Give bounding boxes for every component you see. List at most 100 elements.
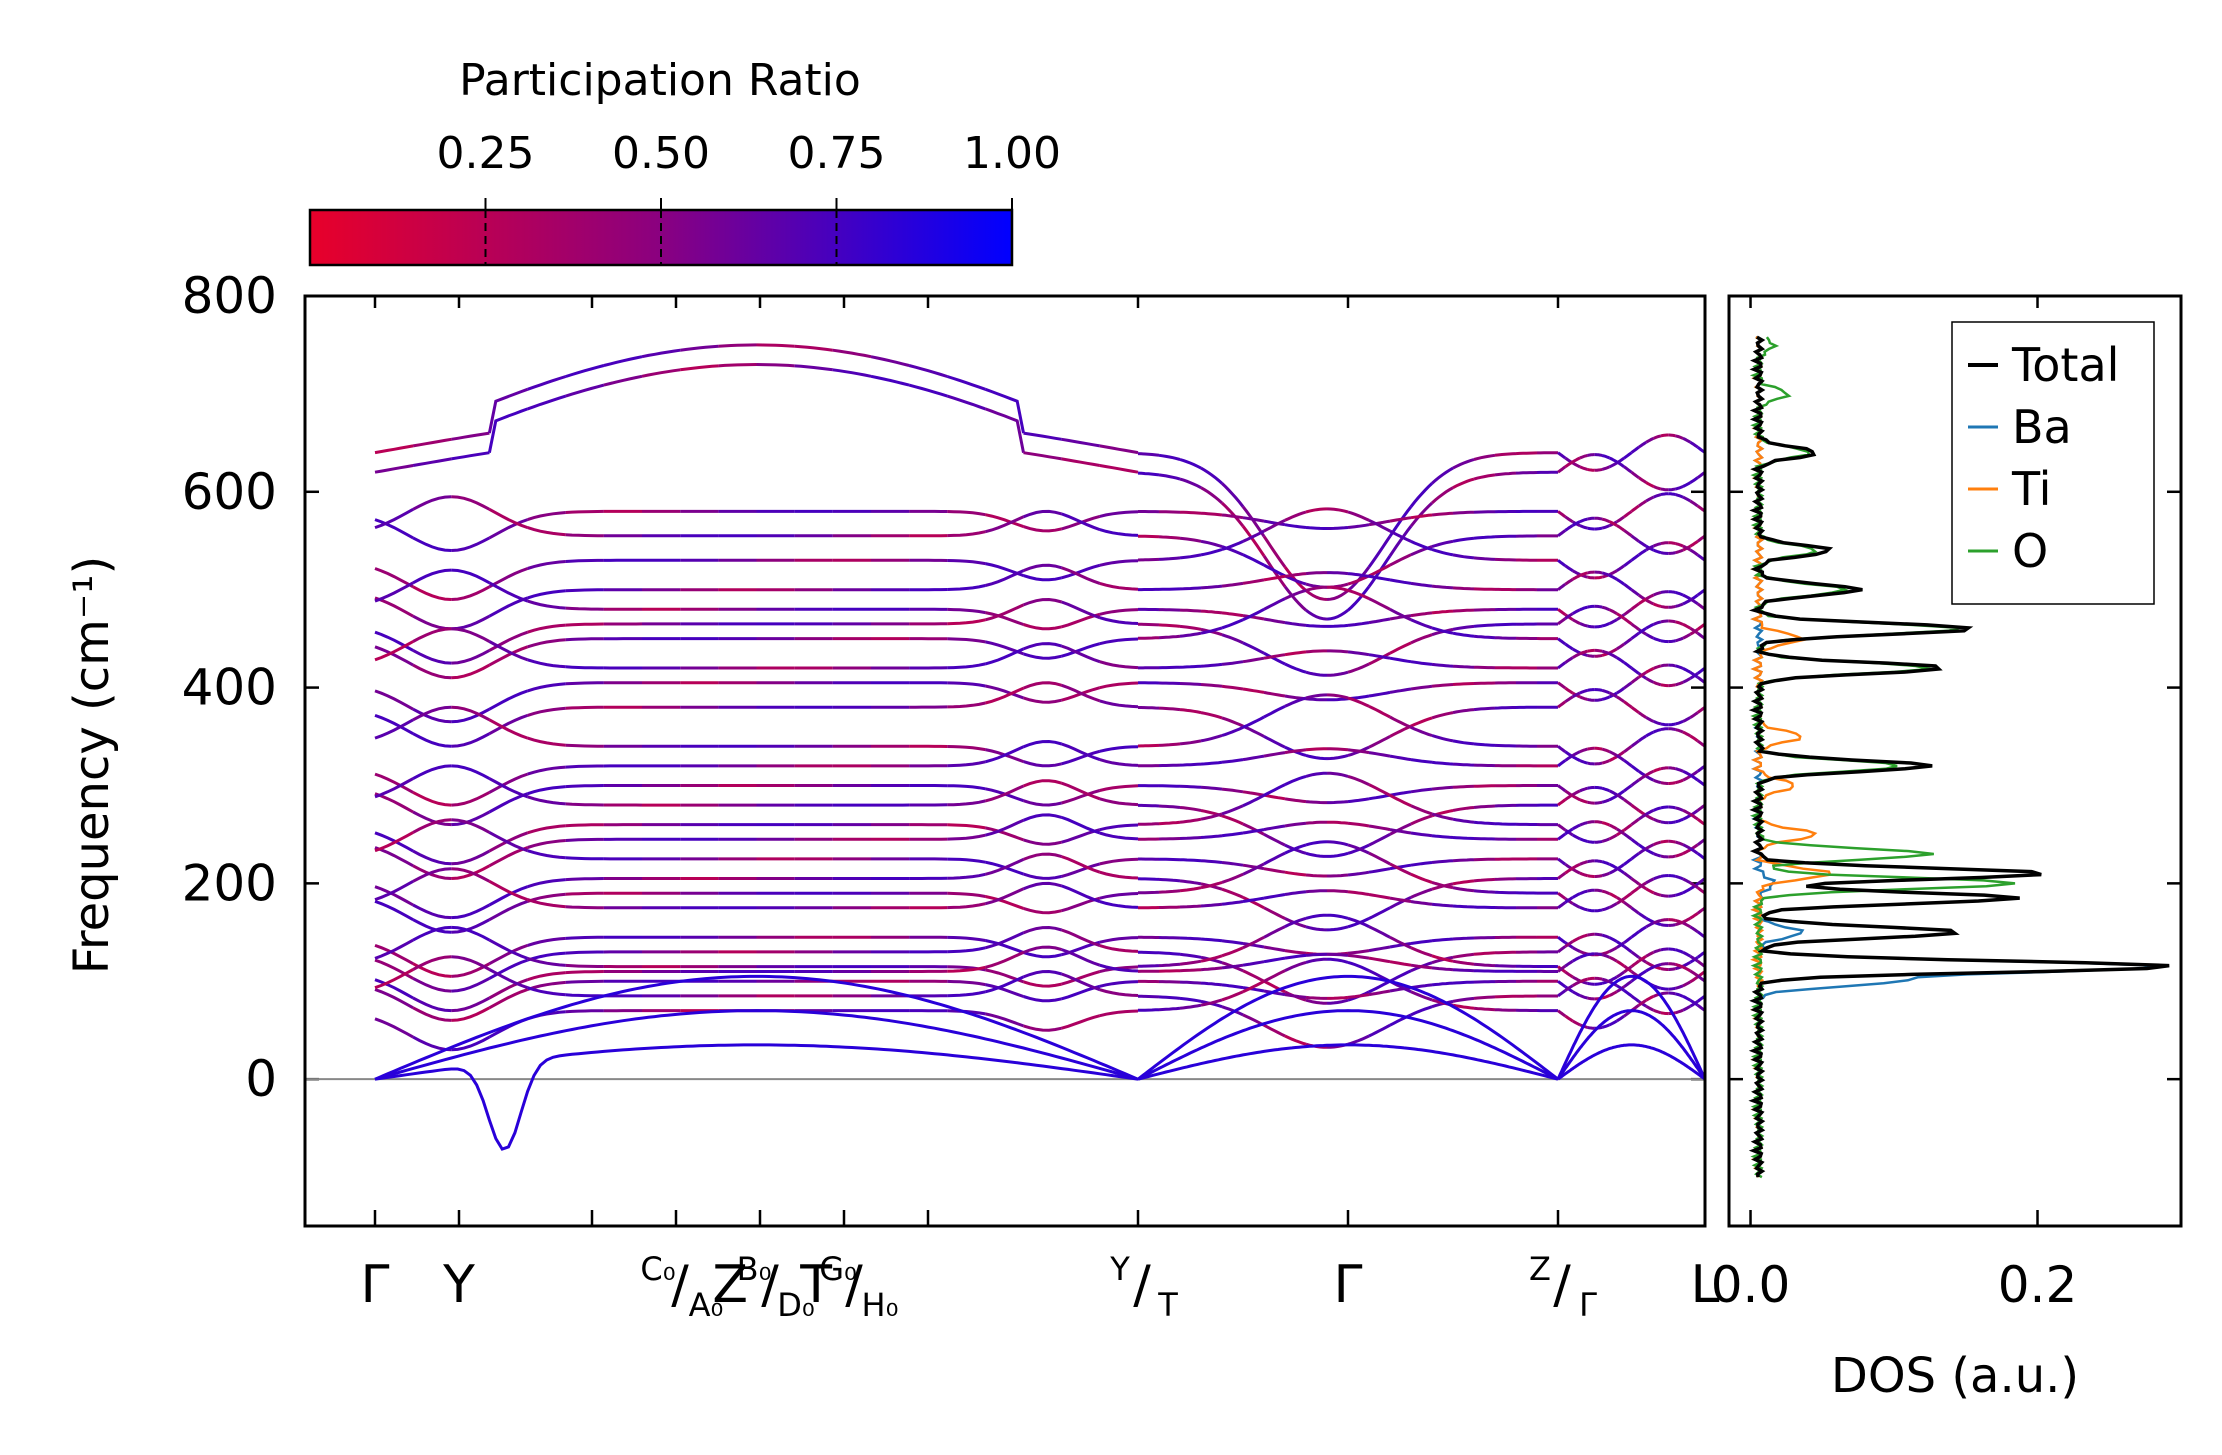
band-line	[1571, 691, 1581, 699]
band-line	[1263, 783, 1286, 797]
band-line	[1645, 436, 1655, 444]
band-line	[1587, 981, 1595, 986]
band-line	[1608, 862, 1618, 870]
band-line	[1388, 505, 1413, 538]
band-line	[1645, 667, 1655, 674]
band-line	[1305, 889, 1327, 894]
band-line	[1579, 837, 1588, 843]
band-line	[1179, 510, 1202, 515]
band-line	[1660, 839, 1669, 844]
band-line	[1179, 836, 1202, 840]
band-line	[488, 772, 529, 794]
band-line	[1284, 890, 1307, 896]
band-line	[1473, 969, 1496, 973]
band-line	[1587, 570, 1595, 575]
band-line	[1137, 743, 1160, 748]
dos-line-total	[1748, 335, 2170, 1178]
band-line	[1660, 604, 1669, 609]
band-line	[1431, 609, 1454, 615]
band-line	[1594, 653, 1603, 658]
kpoint-label: Y	[442, 1255, 475, 1315]
band-line	[1473, 535, 1496, 540]
band-line	[527, 638, 566, 649]
band-line	[1242, 822, 1265, 836]
band-line	[451, 864, 491, 880]
band-line	[1557, 583, 1567, 591]
band-line	[1158, 634, 1181, 640]
band-line	[1179, 553, 1202, 560]
band-line	[1630, 764, 1640, 773]
band-line	[1099, 758, 1139, 767]
band-line	[1263, 945, 1286, 953]
band-line	[1615, 642, 1625, 651]
band-line	[1200, 981, 1223, 987]
kpoint-slash: /	[671, 1255, 689, 1315]
band-line	[1220, 482, 1245, 508]
band-line	[1410, 872, 1433, 884]
band-line	[1473, 820, 1496, 826]
band-line	[1138, 706, 1160, 710]
band-line	[1652, 542, 1662, 548]
band-line	[1305, 771, 1328, 778]
band-line	[1452, 936, 1475, 941]
band-line	[1689, 912, 1699, 920]
band-line	[1327, 851, 1349, 858]
band-line	[1615, 656, 1625, 664]
band-line	[1347, 510, 1370, 522]
band-line	[1571, 955, 1581, 963]
band-line	[1601, 860, 1610, 866]
band-line	[1645, 481, 1655, 488]
band-line	[488, 988, 529, 1010]
band-line	[1473, 877, 1496, 883]
band-line	[1660, 967, 1669, 971]
band-line	[1179, 536, 1202, 543]
band-line	[1099, 464, 1139, 474]
band-line	[1494, 950, 1517, 955]
band-line	[1652, 602, 1662, 608]
band-line	[1452, 553, 1475, 560]
band-line	[1645, 633, 1655, 640]
band-line	[1099, 444, 1139, 455]
band-line	[1409, 501, 1434, 528]
band-line	[1263, 653, 1286, 660]
band-line	[1682, 481, 1692, 488]
band-line	[1410, 887, 1433, 899]
kpoint-main: Γ	[361, 1255, 390, 1315]
band-line	[1608, 794, 1618, 802]
band-line	[1564, 866, 1574, 875]
band-line	[1410, 758, 1433, 764]
band-line	[1587, 820, 1595, 825]
band-line	[1452, 817, 1475, 824]
band-line	[1023, 1024, 1062, 1032]
band-line	[1660, 722, 1669, 727]
band-line	[1668, 839, 1676, 844]
band-line	[1668, 551, 1676, 555]
band-line	[1564, 515, 1574, 523]
band-line	[1242, 942, 1265, 949]
band-line	[527, 785, 566, 796]
band-line	[1221, 1005, 1244, 1017]
band-line	[1347, 821, 1370, 828]
band-line	[412, 918, 452, 934]
band-line	[1452, 664, 1475, 669]
band-line	[1601, 933, 1610, 939]
band-line	[1630, 838, 1640, 846]
band-line	[1668, 820, 1676, 825]
dos-y-ticks	[1729, 294, 2181, 1081]
band-line	[1682, 814, 1692, 821]
band-line	[1221, 581, 1244, 588]
band-line	[1675, 602, 1684, 608]
band-line	[1653, 636, 1662, 643]
colorbar-tick-label: 0.25	[437, 128, 535, 179]
band-line	[1557, 559, 1567, 567]
band-line	[1061, 437, 1101, 448]
band-line	[1675, 542, 1684, 548]
band-line	[1645, 677, 1655, 684]
band-line	[451, 649, 491, 665]
band-line	[1347, 696, 1370, 708]
band-line	[1615, 754, 1625, 762]
band-line	[1473, 665, 1496, 670]
band-line	[1327, 873, 1349, 878]
band-line	[488, 879, 529, 902]
band-line	[985, 939, 1025, 954]
